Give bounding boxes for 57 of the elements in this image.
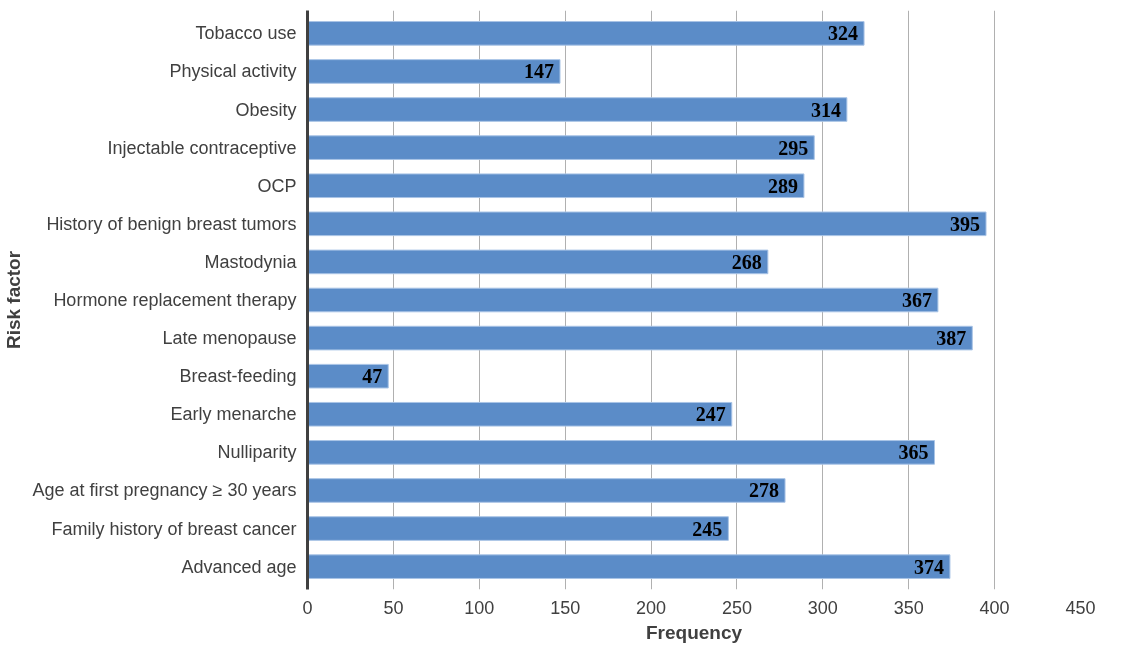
data-label: 367 <box>901 289 932 311</box>
y-tick-label: Breast-feeding <box>179 366 297 387</box>
data-label: 278 <box>749 479 780 502</box>
bar <box>307 287 939 313</box>
x-tick-label: 100 <box>464 597 495 618</box>
data-label: 268 <box>731 250 762 273</box>
bar <box>307 59 561 84</box>
x-tick-label: 250 <box>721 597 752 618</box>
data-label: 365 <box>898 441 929 464</box>
data-label: 387 <box>936 327 967 350</box>
x-tick-label: 350 <box>893 597 924 618</box>
y-tick-label: Tobacco use <box>195 23 297 44</box>
data-label: 395 <box>950 212 981 235</box>
x-tick-label: 400 <box>979 597 1010 618</box>
y-tick-label: Late menopause <box>162 328 297 349</box>
bar <box>307 554 951 579</box>
bar <box>307 478 786 503</box>
bar <box>307 363 389 389</box>
bar <box>307 211 987 237</box>
y-tick-label: Nulliparity <box>217 442 297 463</box>
y-tick-label: Advanced age <box>181 556 297 577</box>
bar <box>307 21 865 46</box>
data-label: 324 <box>828 22 859 45</box>
x-tick-label: 150 <box>550 597 581 618</box>
data-label: 245 <box>692 517 723 540</box>
bar <box>307 401 733 427</box>
y-tick-label: Early menarche <box>170 404 297 425</box>
bar <box>307 249 769 275</box>
data-label: 314 <box>810 98 841 121</box>
bar <box>307 325 973 351</box>
bar <box>307 135 815 160</box>
data-label: 247 <box>695 403 726 426</box>
data-label: 295 <box>778 136 809 159</box>
x-axis-title: Frequency <box>645 621 743 643</box>
bar <box>307 173 805 199</box>
x-tick-label: 200 <box>636 597 667 618</box>
y-axis-title: Risk factor <box>3 250 25 350</box>
y-tick-label: Physical activity <box>169 61 297 82</box>
y-tick-label: Age at first pregnancy ≥ 30 years <box>32 480 297 501</box>
x-tick-label: 0 <box>302 597 313 618</box>
y-tick-label: History of benign breast tumors <box>46 213 297 234</box>
data-label: 289 <box>767 174 798 197</box>
bar <box>307 97 848 122</box>
y-tick-label: OCP <box>257 175 297 196</box>
data-label: 147 <box>524 60 555 83</box>
data-label: 374 <box>913 555 944 578</box>
y-tick-label: Family history of breast cancer <box>51 518 297 539</box>
y-tick-label: Mastodynia <box>204 251 298 272</box>
x-tick-label: 300 <box>807 597 838 618</box>
x-tick-label: 50 <box>383 597 404 618</box>
bar <box>307 440 935 465</box>
y-tick-label: Hormone replacement therapy <box>53 290 297 310</box>
y-tick-label: Obesity <box>235 99 297 120</box>
y-tick-label: Injectable contraceptive <box>107 137 297 158</box>
bar <box>307 516 729 541</box>
data-label: 47 <box>362 365 383 388</box>
x-tick-label: 450 <box>1065 597 1096 618</box>
